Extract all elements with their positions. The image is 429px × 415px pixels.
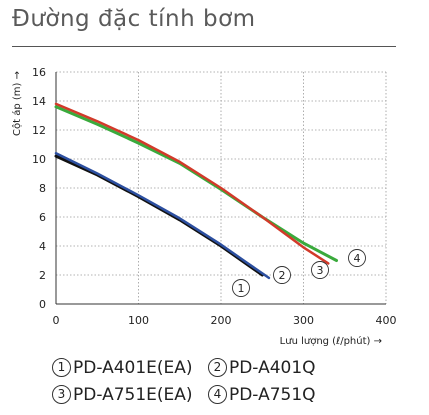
y-tick-label: 2 <box>39 269 46 282</box>
y-tick-label: 14 <box>32 95 46 108</box>
y-tick-label: 10 <box>32 153 46 166</box>
legend-marker-4: 4 <box>207 385 227 404</box>
legend-marker-2: 2 <box>207 358 227 377</box>
y-tick-label: 16 <box>32 66 46 79</box>
legend-label-1: PD-A401E(EA) <box>73 358 193 378</box>
legend-marker-3: 3 <box>52 385 71 404</box>
curve-marker-2 <box>273 266 291 284</box>
x-tick-label: 400 <box>376 314 397 327</box>
legend-marker-1: 1 <box>52 358 71 377</box>
title-divider <box>12 46 396 47</box>
x-tick-label: 200 <box>211 314 232 327</box>
curve-marker-3 <box>311 261 329 279</box>
y-tick-label: 4 <box>39 240 46 253</box>
series-line-2 <box>54 151 271 280</box>
y-tick-label: 6 <box>39 211 46 224</box>
x-tick-label: 0 <box>53 314 60 327</box>
legend-entry-2: 2 PD-A401Q <box>207 358 316 378</box>
curve-marker-label-3: 3 <box>317 264 324 277</box>
legend-label-4: PD-A751Q <box>228 385 316 405</box>
curve-marker-4 <box>348 249 366 267</box>
legend-entry-1: 1 PD-A401E(EA) <box>52 358 193 378</box>
legend-label-2: PD-A401Q <box>228 358 316 378</box>
x-axis-label: Lưu lượng (ℓ/phút) → <box>280 335 382 347</box>
legend-entry-4: 4 PD-A751Q <box>207 385 316 405</box>
curve-marker-label-4: 4 <box>354 252 361 265</box>
curve-marker-label-2: 2 <box>279 269 286 282</box>
y-axis-label: Cột áp (m) → <box>11 71 23 136</box>
legend-label-3: PD-A751E(EA) <box>73 385 193 405</box>
y-tick-label: 8 <box>39 182 46 195</box>
legend-entry-3: 3 PD-A751E(EA) <box>52 385 193 405</box>
curve-marker-1 <box>232 279 250 297</box>
y-tick-label: 0 <box>39 298 46 311</box>
legend-row-2: 3 PD-A751E(EA) 4 PD-A751Q <box>52 385 316 405</box>
curve-marker-label-1: 1 <box>238 282 245 295</box>
legend-row-1: 1 PD-A401E(EA) 2 PD-A401Q <box>52 358 316 378</box>
chart-title: Đường đặc tính bơm <box>12 6 256 32</box>
y-tick-label: 12 <box>32 124 46 137</box>
x-tick-label: 300 <box>293 314 314 327</box>
series-line-1 <box>54 154 264 277</box>
series-line-3 <box>54 102 330 265</box>
x-tick-label: 100 <box>128 314 149 327</box>
